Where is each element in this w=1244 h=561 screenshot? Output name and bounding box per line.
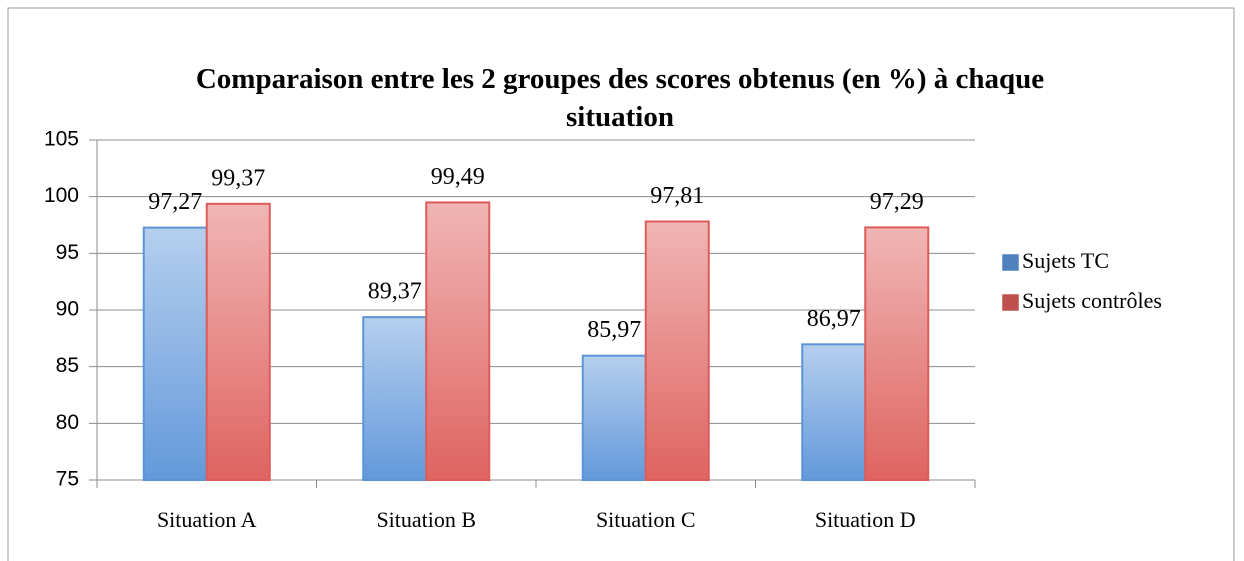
value-label: 85,97 xyxy=(587,317,641,343)
value-label: 99,37 xyxy=(211,165,265,191)
bar-shine xyxy=(427,203,489,480)
bar-shine xyxy=(144,228,206,479)
y-tick-label: 90 xyxy=(56,298,79,321)
bar-shine xyxy=(583,356,645,479)
y-tick-label: 75 xyxy=(56,468,79,491)
value-label: 97,81 xyxy=(650,183,704,209)
value-label: 99,49 xyxy=(431,164,485,190)
legend-label: Sujets contrôles xyxy=(1022,288,1162,313)
legend-label: Sujets TC xyxy=(1022,248,1109,273)
y-tick-label: 80 xyxy=(56,411,79,434)
value-label: 89,37 xyxy=(368,279,422,305)
bar-shine xyxy=(803,345,865,479)
bar-shine xyxy=(364,318,426,479)
y-tick-label: 95 xyxy=(56,241,79,264)
bar-shine xyxy=(646,222,708,479)
x-tick-label: Situation B xyxy=(376,507,476,532)
bar-shine xyxy=(207,204,269,479)
x-tick-label: Situation A xyxy=(157,507,257,532)
x-tick-label: Situation C xyxy=(596,507,696,532)
value-label: 97,29 xyxy=(870,189,924,215)
legend-swatch xyxy=(1002,294,1019,311)
value-label: 97,27 xyxy=(148,189,202,215)
chart-border xyxy=(7,7,1235,561)
legend-swatch xyxy=(1002,254,1019,271)
x-tick-label: Situation D xyxy=(815,507,916,532)
y-tick-label: 100 xyxy=(44,184,79,207)
y-tick-label: 105 xyxy=(44,128,79,151)
chart-title: Comparaison entre les 2 groupes des scor… xyxy=(195,63,1045,133)
y-tick-label: 85 xyxy=(56,354,79,377)
value-label: 86,97 xyxy=(807,306,861,332)
bar-shine xyxy=(866,228,928,479)
